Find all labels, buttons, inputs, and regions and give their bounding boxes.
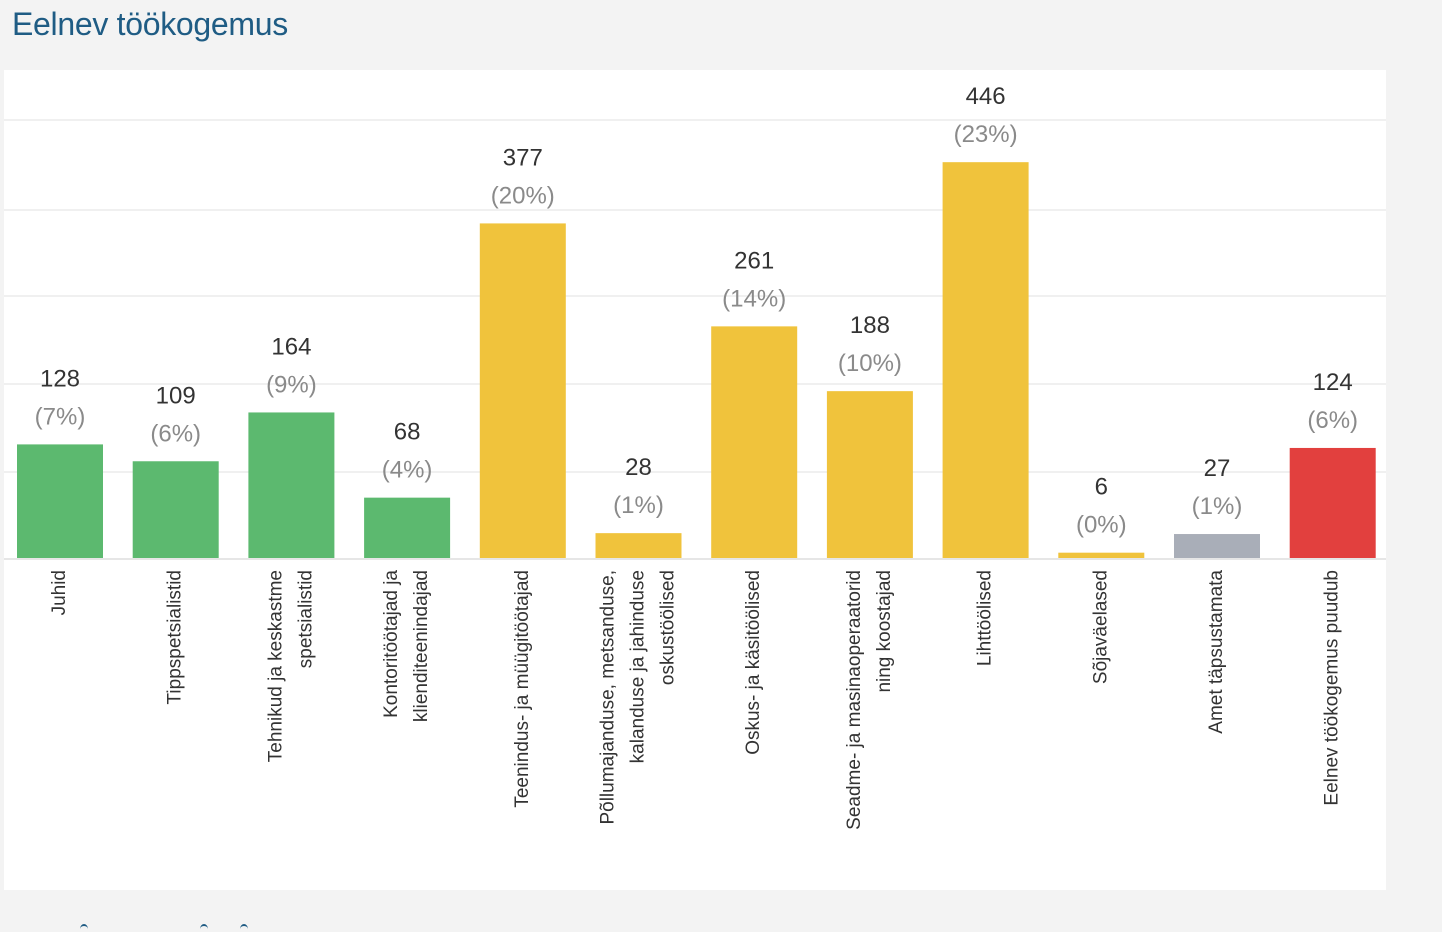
bar-value-label: 188: [850, 312, 890, 339]
category-label: klienditeenindajad: [411, 570, 432, 722]
bar-value-label: 261: [734, 247, 774, 274]
bar-percent-label: (1%): [613, 492, 664, 519]
bar-percent-label: (0%): [1076, 512, 1127, 539]
bar-percent-label: (1%): [1192, 493, 1243, 520]
category-label: Eelnev töökogemus puudub: [1322, 570, 1343, 806]
bar-percent-label: (4%): [382, 457, 433, 484]
chart-panel: 128 (7%) Juhid 109 (6%) Tippspetsialistid 164 (…: [4, 70, 1386, 890]
category-label: Seadme- ja masinaoperaatorid: [844, 570, 865, 830]
bar-value-label: 27: [1204, 455, 1231, 482]
category-label: Sõjaväelased: [1090, 570, 1111, 684]
category-label: Kontoritöötajad ja: [381, 570, 402, 718]
category-label: Juhid: [49, 570, 70, 615]
category-label: Teenindus- ja müügitöötajad: [512, 570, 533, 808]
next-section-title-fragment: [70, 920, 270, 932]
bar: [1058, 552, 1145, 558]
bar: [595, 533, 682, 558]
category-label: ning koostajad: [874, 570, 895, 693]
bar: [17, 444, 103, 558]
bar: [364, 497, 451, 558]
category-label: Tippspetsialistid: [165, 570, 186, 704]
bar-value-label: 6: [1095, 474, 1108, 501]
bar: [1289, 447, 1376, 558]
bar: [248, 412, 335, 558]
bar: [1174, 534, 1260, 558]
category-label: Amet täpsustamata: [1206, 570, 1227, 734]
bar-value-label: 446: [966, 83, 1006, 110]
bar-percent-label: (23%): [954, 121, 1018, 148]
bar: [942, 162, 1029, 559]
bar-value-label: 124: [1313, 369, 1353, 396]
bar-value-label: 109: [156, 382, 196, 409]
category-label: Tehnikud ja keskastme: [265, 570, 286, 762]
chart-title: Eelnev töökogemus: [12, 6, 288, 42]
bar-percent-label: (20%): [491, 182, 555, 209]
bar-value-label: 377: [503, 144, 543, 171]
category-label: kalanduse ja jahinduse: [628, 570, 649, 763]
bar-percent-label: (10%): [838, 350, 902, 377]
category-label: oskustöölised: [658, 570, 679, 685]
bar-percent-label: (14%): [722, 285, 786, 312]
bar-percent-label: (9%): [266, 371, 317, 398]
bar-percent-label: (6%): [1307, 407, 1358, 434]
bar: [826, 391, 913, 558]
bar-value-label: 128: [40, 365, 80, 392]
category-label: Lihttöölised: [975, 570, 996, 666]
category-label: Oskus- ja käsitöölised: [743, 570, 764, 755]
bar: [132, 461, 219, 558]
bar: [711, 326, 798, 558]
bar-value-label: 68: [394, 419, 421, 446]
bar-value-label: 164: [271, 333, 311, 360]
bar-value-label: 28: [625, 454, 652, 481]
category-label: spetsialistid: [295, 570, 316, 668]
bar: [479, 223, 566, 558]
bar-percent-label: (6%): [150, 420, 201, 447]
bar-percent-label: (7%): [35, 403, 86, 430]
bar-chart: 128 (7%) Juhid 109 (6%) Tippspetsialistid 164 (…: [4, 83, 1386, 830]
category-label: Põllumajanduse, metsanduse,: [598, 570, 619, 825]
